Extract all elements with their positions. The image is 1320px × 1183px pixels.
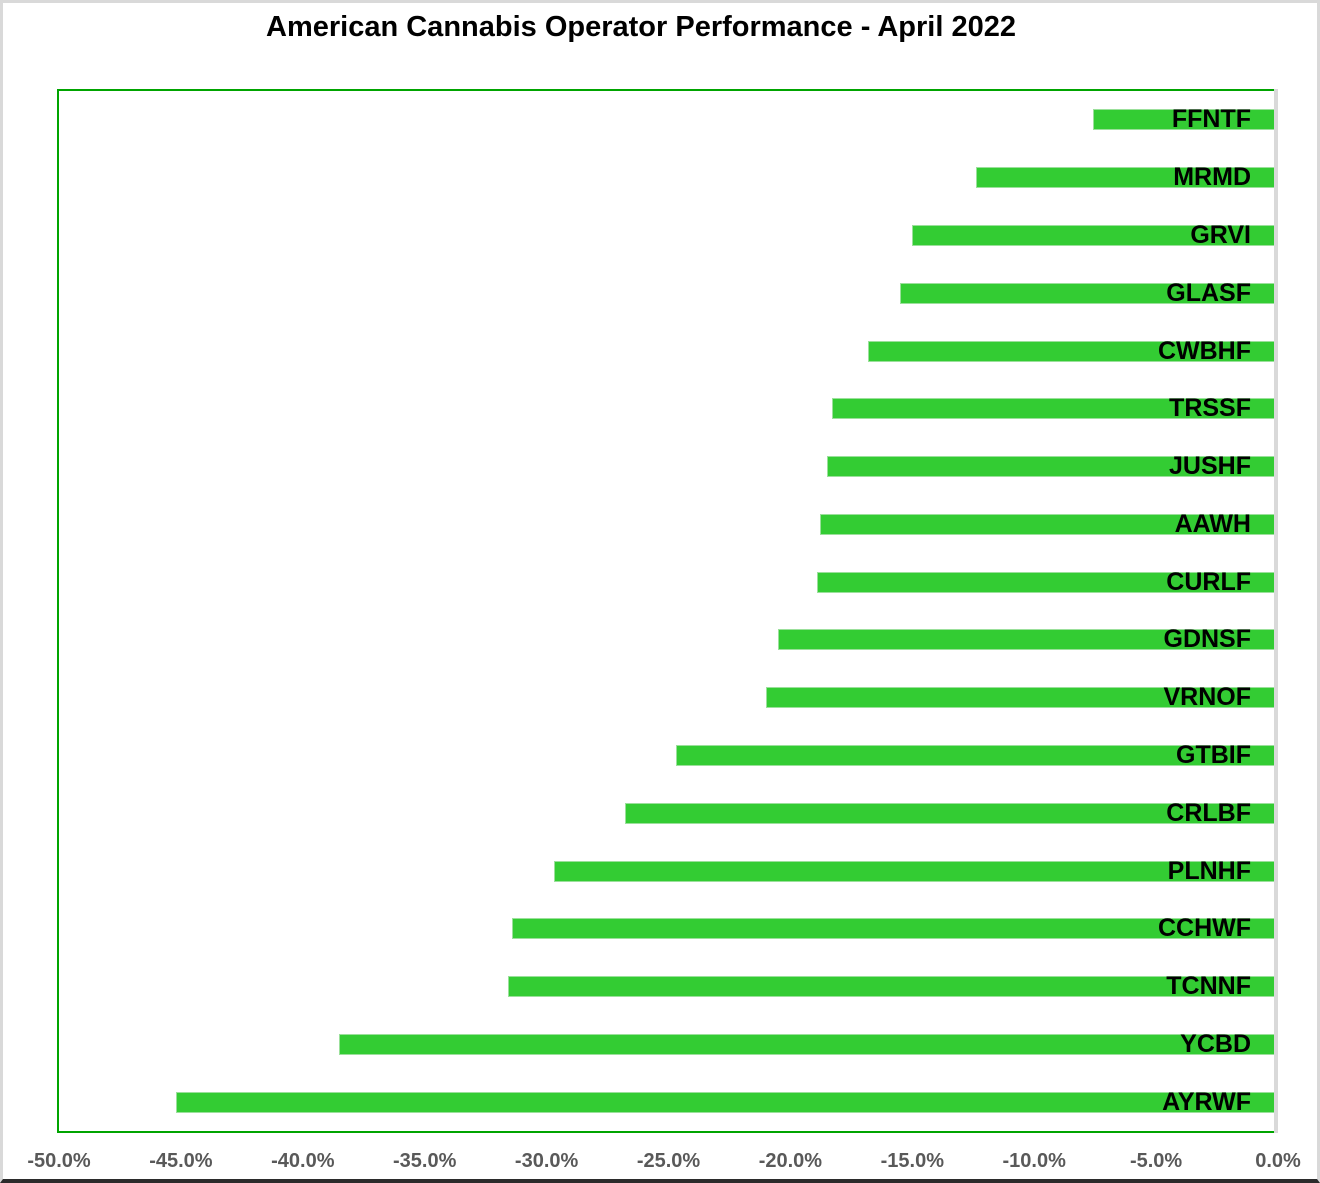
bar-label: AYRWF (1162, 1087, 1251, 1116)
x-axis-tick-label: -45.0% (149, 1150, 213, 1172)
bar-label: MRMD (1173, 163, 1251, 192)
x-axis: -50.0% -45.0% -40.0% -35.0% -30.0% -25.0% -20.… (3, 1150, 1317, 1179)
bar-label: GRVI (1190, 220, 1251, 249)
x-axis-tick-label: 0.0% (1255, 1150, 1301, 1172)
bar-label: CURLF (1166, 567, 1251, 596)
x-axis-tick-label: -10.0% (1002, 1150, 1066, 1172)
x-axis-tick-label: -15.0% (880, 1150, 944, 1172)
plot-area: FFNTF MRMD GRVI GLASF CWBHF TRSSF JUSHF AAWH CUR… (57, 89, 1278, 1133)
bar-label: FFNTF (1171, 105, 1251, 134)
x-axis-tick-label: -30.0% (514, 1150, 579, 1172)
bar: MRMD (975, 163, 1278, 192)
x-axis-tick-label: -35.0% (393, 1150, 457, 1172)
bar: FFNTF (1092, 105, 1278, 134)
bar-label: CRLBF (1166, 798, 1251, 827)
x-axis-tick-label: -40.0% (271, 1150, 335, 1172)
bar: CWBHF (868, 336, 1278, 365)
bar-label: PLNHF (1167, 856, 1251, 885)
bar-label: VRNOF (1163, 683, 1252, 712)
bar: TRSSF (831, 394, 1278, 423)
bar-label: CWBHF (1157, 336, 1251, 365)
zero-axis-line (1274, 89, 1278, 1133)
bar: AAWH (819, 509, 1278, 538)
bar-label: TRSSF (1169, 394, 1251, 423)
bar: AYRWF (176, 1087, 1278, 1116)
bar-label: GLASF (1166, 278, 1251, 307)
bar: TCNNF (507, 972, 1278, 1001)
bar: YCBD (339, 1029, 1278, 1058)
bar: GTBIF (675, 740, 1278, 769)
bar: PLNHF (553, 856, 1278, 885)
bar-label: YCBD (1180, 1029, 1251, 1058)
bar: GLASF (900, 278, 1278, 307)
bar-label: CCHWF (1157, 914, 1251, 943)
x-axis-tick-label: -25.0% (636, 1150, 701, 1172)
x-axis-tick-label: -50.0% (27, 1150, 91, 1172)
bar-label: GDNSF (1163, 625, 1252, 654)
bar: VRNOF (766, 683, 1278, 712)
chart-title: American Cannabis Operator Performance -… (266, 11, 1016, 43)
bar: GDNSF (778, 625, 1278, 654)
bar-label: GTBIF (1176, 740, 1251, 769)
bar: CURLF (817, 567, 1278, 596)
bar: JUSHF (826, 452, 1278, 481)
x-axis-tick-label: -5.0% (1129, 1150, 1183, 1172)
x-axis-tick-label: -20.0% (758, 1150, 823, 1172)
bar-label: JUSHF (1169, 452, 1251, 481)
bar-label: AAWH (1174, 509, 1251, 538)
bar: CCHWF (512, 914, 1278, 943)
bar-label: TCNNF (1166, 972, 1251, 1001)
bar: CRLBF (624, 798, 1278, 827)
bar: GRVI (912, 220, 1278, 249)
